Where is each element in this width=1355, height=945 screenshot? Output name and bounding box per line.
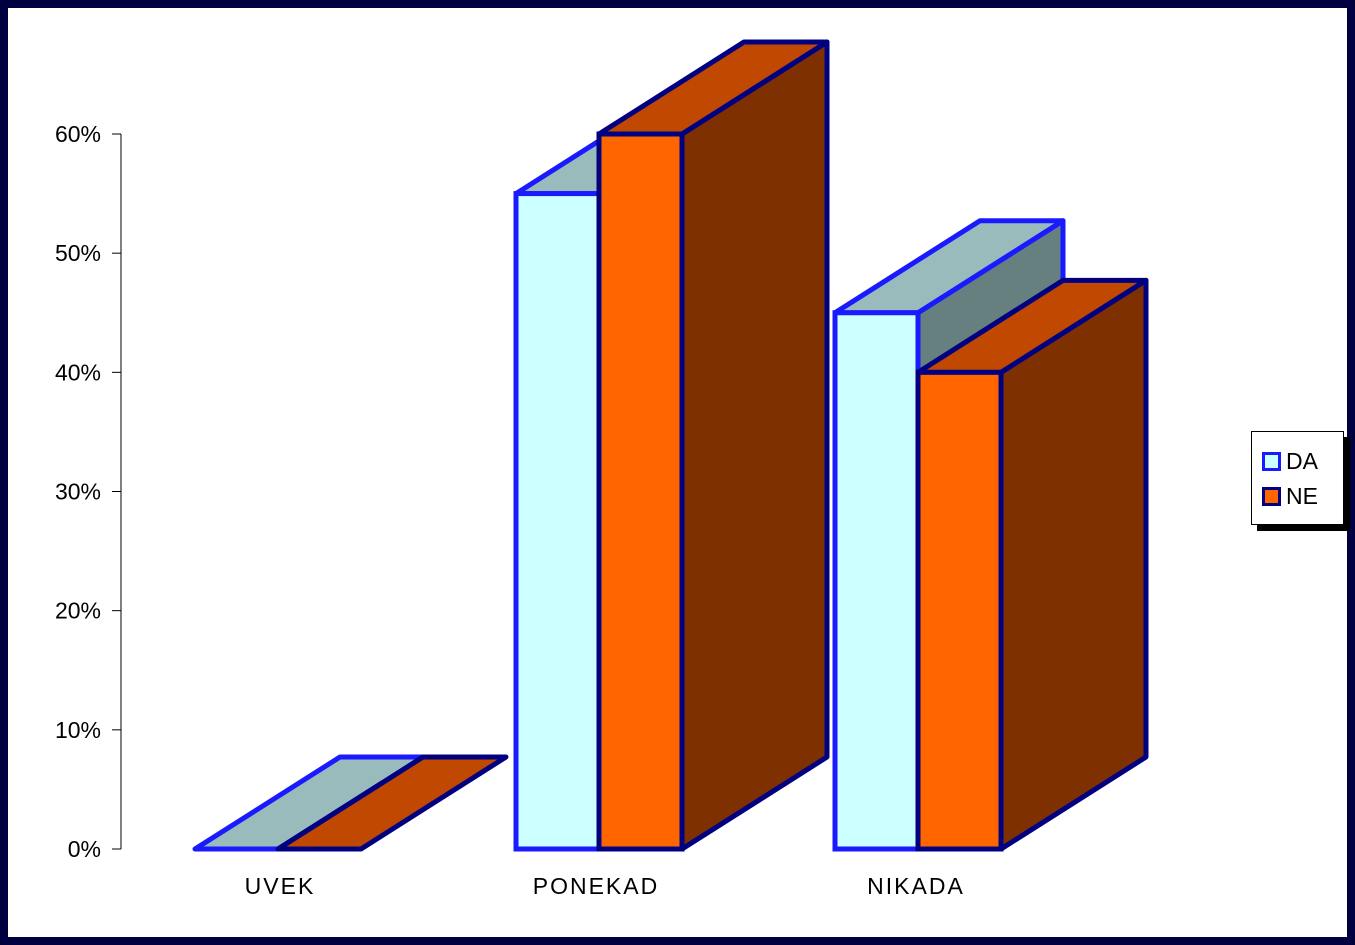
chart-frame: 0% 10% 20% 30% 40% 50% 60% UVEK PONEKAD NIKADA DA…: [8, 8, 1347, 937]
y-tick-label: 0%: [68, 836, 101, 862]
x-category-label: UVEK: [245, 873, 316, 899]
legend-swatch-ne: [1262, 486, 1281, 506]
bar-da-ponekad: [513, 191, 602, 852]
bar-side: [679, 39, 830, 852]
bar-chart: 0% 10% 20% 30% 40% 50% 60% UVEK PONEKAD NIKADA: [55, 39, 1149, 899]
bar-ne-nikada: [915, 369, 1004, 852]
legend-label-ne: NE: [1286, 482, 1318, 509]
y-tick-label: 40%: [55, 359, 101, 385]
x-category-label: NIKADA: [867, 873, 965, 899]
x-category-label: PONEKAD: [533, 873, 659, 899]
bar-da-nikada: [832, 310, 921, 852]
y-tick-label: 10%: [55, 717, 101, 743]
bar-ne-ponekad: [596, 131, 685, 852]
legend-item-ne: NE: [1262, 483, 1318, 509]
legend-label-da: DA: [1286, 447, 1318, 474]
y-tick-label: 50%: [55, 240, 101, 266]
bar-top: [275, 754, 509, 852]
y-tick-label: 30%: [55, 479, 101, 505]
bar-side: [998, 277, 1149, 852]
y-tick-label: 20%: [55, 598, 101, 624]
legend: DA NE: [1251, 431, 1344, 525]
legend-swatch-da: [1262, 451, 1281, 471]
legend-item-da: DA: [1262, 448, 1318, 474]
y-tick-label: 60%: [55, 121, 101, 147]
